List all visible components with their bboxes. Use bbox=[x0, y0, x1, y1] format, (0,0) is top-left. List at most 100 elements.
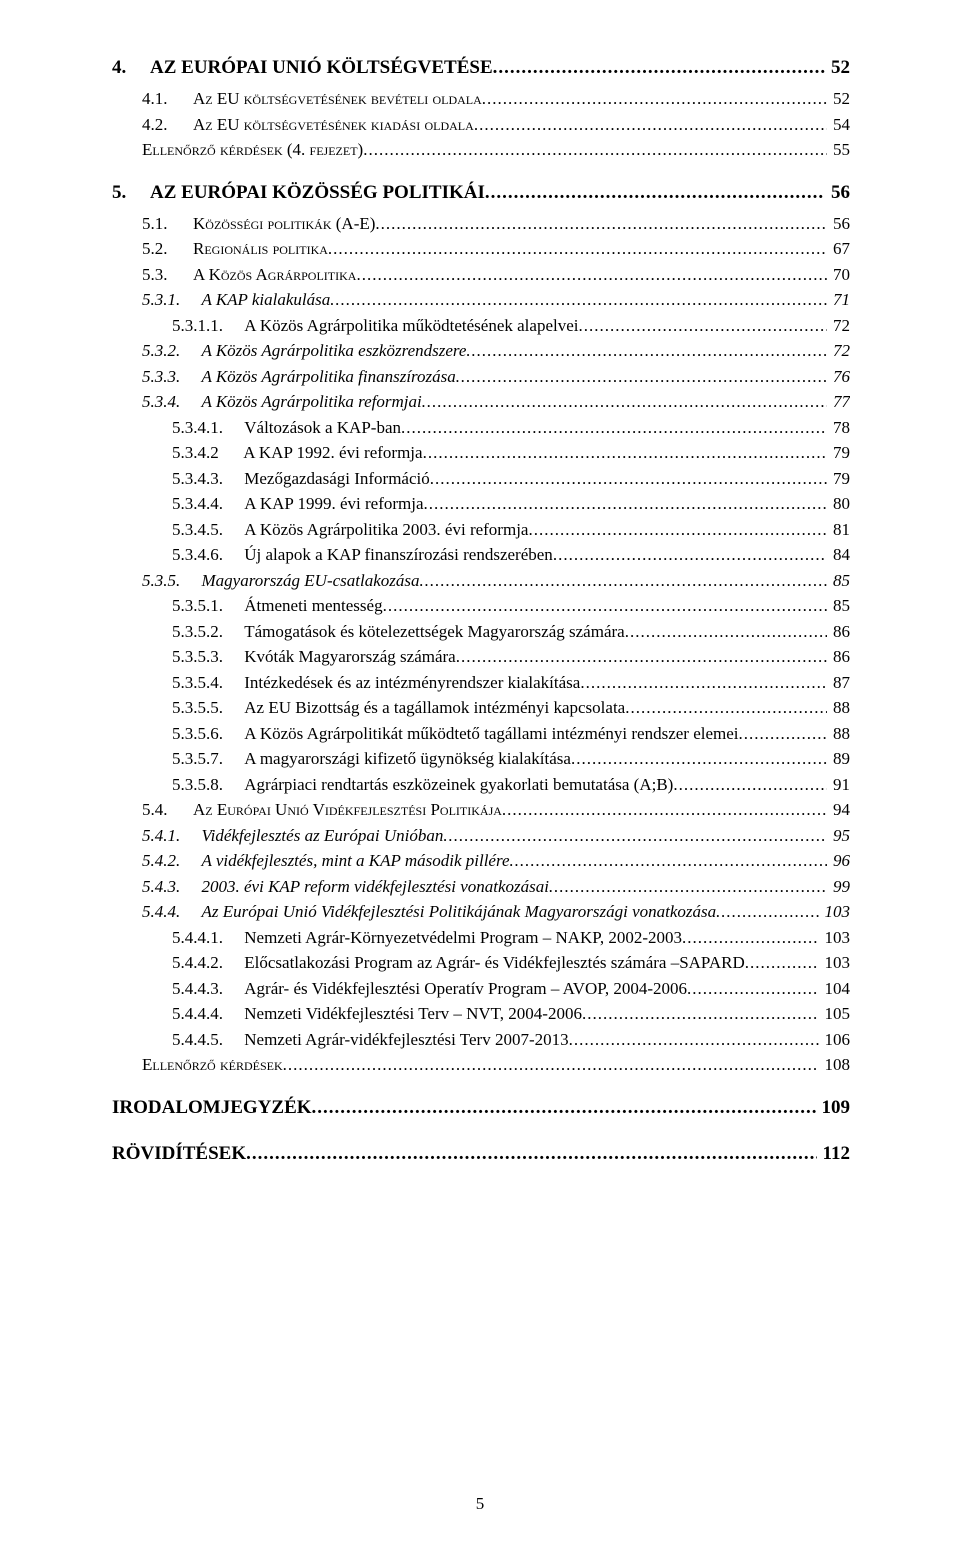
toc-entry: 5. AZ EURÓPAI KÖZÖSSÉG POLITIKÁI........… bbox=[112, 177, 850, 209]
toc-leaders: ........................................… bbox=[549, 874, 827, 900]
toc-leaders: ........................................… bbox=[456, 644, 827, 670]
toc-entry-page: 88 bbox=[827, 721, 850, 747]
toc-entry: 5.3.5.3. Kvóták Magyarország számára....… bbox=[112, 644, 850, 670]
toc-leaders: ........................................… bbox=[423, 440, 827, 466]
toc-entry: 5.4. Az Európai Unió Vidékfejlesztési Po… bbox=[112, 797, 850, 823]
toc-entry-page: 67 bbox=[827, 236, 850, 262]
toc-entry-label: 5.3.5.2. Támogatások és kötelezettségek … bbox=[172, 619, 625, 645]
toc-entry-page: 77 bbox=[827, 389, 850, 415]
toc-leaders: ........................................… bbox=[716, 899, 818, 925]
toc-leaders: ........................................… bbox=[420, 568, 828, 594]
toc-entry-label: Ellenőrző kérdések (4. fejezet) bbox=[142, 137, 363, 163]
toc-entry-page: 81 bbox=[827, 517, 850, 543]
toc-leaders: ........................................… bbox=[456, 364, 827, 390]
toc-entry-label: 5.3.5.3. Kvóták Magyarország számára bbox=[172, 644, 456, 670]
toc-entry: 5.3.4. A Közös Agrárpolitika reformjai..… bbox=[112, 389, 850, 415]
toc-leaders: ........................................… bbox=[363, 137, 827, 163]
toc-entry: 5.3.4.4. A KAP 1999. évi reformja.......… bbox=[112, 491, 850, 517]
toc-entry-label: 5.4.3. 2003. évi KAP reform vidékfejlesz… bbox=[142, 874, 549, 900]
toc-leaders: ........................................… bbox=[569, 1027, 819, 1053]
toc-entry-page: 72 bbox=[827, 313, 850, 339]
toc-leaders: ........................................… bbox=[474, 112, 827, 138]
toc-entry-label: 5.4. Az Európai Unió Vidékfejlesztési Po… bbox=[142, 797, 502, 823]
toc-entry-label: 5.4.4.2. Előcsatlakozási Program az Agrá… bbox=[172, 950, 745, 976]
toc-entry-page: 108 bbox=[819, 1052, 851, 1078]
toc-leaders: ........................................… bbox=[510, 848, 828, 874]
toc-entry: IRODALOMJEGYZÉK.........................… bbox=[112, 1092, 850, 1124]
toc-leaders: ........................................… bbox=[328, 236, 827, 262]
toc-leaders: ........................................… bbox=[466, 338, 827, 364]
toc-entry-label: 5.1. Közösségi politikák (A-E) bbox=[142, 211, 375, 237]
toc-entry-page: 80 bbox=[827, 491, 850, 517]
toc-leaders: ........................................… bbox=[443, 823, 827, 849]
toc-entry-label: 5.3.4.2 A KAP 1992. évi reformja bbox=[172, 440, 423, 466]
toc-entry-label: 5.3.2. A Közös Agrárpolitika eszközrends… bbox=[142, 338, 466, 364]
toc-entry: 5.4.4.1. Nemzeti Agrár-Környezetvédelmi … bbox=[112, 925, 850, 951]
toc-entry: 5.4.4.2. Előcsatlakozási Program az Agrá… bbox=[112, 950, 850, 976]
toc-leaders: ........................................… bbox=[375, 211, 827, 237]
toc-entry: 5.3.5.7. A magyarországi kifizető ügynök… bbox=[112, 746, 850, 772]
toc-entry-label: 5.3.1.1. A Közös Agrárpolitika működteté… bbox=[172, 313, 579, 339]
toc-entry: 5.3.5.8. Agrárpiaci rendtartás eszközein… bbox=[112, 772, 850, 798]
toc-entry-page: 72 bbox=[827, 338, 850, 364]
toc-entry-page: 79 bbox=[827, 466, 850, 492]
toc-leaders: ........................................… bbox=[579, 313, 828, 339]
toc-leaders: ........................................… bbox=[745, 950, 819, 976]
toc-entry: 5.3.4.2 A KAP 1992. évi reformja........… bbox=[112, 440, 850, 466]
toc-entry: 5.3.5. Magyarország EU-csatlakozása.....… bbox=[112, 568, 850, 594]
toc-entry-label: 5.4.1. Vidékfejlesztés az Európai Unióba… bbox=[142, 823, 443, 849]
toc-entry: 4.2. Az EU költségvetésének kiadási olda… bbox=[112, 112, 850, 138]
toc-entry-label: 4. AZ EURÓPAI UNIÓ KÖLTSÉGVETÉSE bbox=[112, 52, 493, 84]
toc-entry-label: 5.3.3. A Közös Agrárpolitika finanszíroz… bbox=[142, 364, 456, 390]
toc-leaders: ........................................… bbox=[330, 287, 827, 313]
toc-entry: 5.3.1. A KAP kialakulása................… bbox=[112, 287, 850, 313]
toc-entry-page: 104 bbox=[819, 976, 851, 1002]
toc-entry-label: 5.4.4.3. Agrár- és Vidékfejlesztési Oper… bbox=[172, 976, 687, 1002]
toc-entry: 5.3.4.5. A Közös Agrárpolitika 2003. évi… bbox=[112, 517, 850, 543]
toc-entry-page: 96 bbox=[827, 848, 850, 874]
toc-entry-page: 105 bbox=[819, 1001, 851, 1027]
toc-entry-page: 84 bbox=[827, 542, 850, 568]
toc-entry-label: 5.3.5.1. Átmeneti mentesség bbox=[172, 593, 383, 619]
toc-entry: 5.4.4. Az Európai Unió Vidékfejlesztési … bbox=[112, 899, 850, 925]
toc-entry-page: 106 bbox=[819, 1027, 851, 1053]
toc-leaders: ........................................… bbox=[582, 1001, 819, 1027]
toc-entry-page: 112 bbox=[817, 1138, 850, 1170]
toc-leaders: ........................................… bbox=[625, 619, 827, 645]
toc-entry: 5.3.4.3. Mezőgazdasági Információ.......… bbox=[112, 466, 850, 492]
toc-entry-label: 5.3.5. Magyarország EU-csatlakozása bbox=[142, 568, 420, 594]
toc-entry-label: 5.3.5.8. Agrárpiaci rendtartás eszközein… bbox=[172, 772, 673, 798]
toc-entry-page: 85 bbox=[827, 593, 850, 619]
toc-leaders: ........................................… bbox=[356, 262, 827, 288]
toc-leaders: ........................................… bbox=[482, 86, 827, 112]
toc-entry-page: 52 bbox=[827, 86, 850, 112]
toc-entry-label: 5.3.5.5. Az EU Bizottság és a tagállamok… bbox=[172, 695, 625, 721]
toc-entry: 5.3.5.1. Átmeneti mentesség.............… bbox=[112, 593, 850, 619]
toc-entry: 5.3.4.6. Új alapok a KAP finanszírozási … bbox=[112, 542, 850, 568]
toc-entry-page: 91 bbox=[827, 772, 850, 798]
toc-leaders: ........................................… bbox=[528, 517, 827, 543]
page-number: 5 bbox=[0, 1494, 960, 1514]
toc-leaders: ........................................… bbox=[424, 491, 827, 517]
toc-leaders: ........................................… bbox=[401, 415, 827, 441]
toc-entry-page: 56 bbox=[825, 177, 850, 209]
toc-entry-label: 5.3.4.4. A KAP 1999. évi reformja bbox=[172, 491, 424, 517]
toc-leaders: ........................................… bbox=[553, 542, 827, 568]
toc-entry-label: 4.1. Az EU költségvetésének bevételi old… bbox=[142, 86, 482, 112]
toc-entry-label: 5.3.4. A Közös Agrárpolitika reformjai bbox=[142, 389, 422, 415]
toc-entry-page: 103 bbox=[819, 925, 851, 951]
toc-entry: 5.3.5.2. Támogatások és kötelezettségek … bbox=[112, 619, 850, 645]
toc-entry: 4.1. Az EU költségvetésének bevételi old… bbox=[112, 86, 850, 112]
toc-entry-page: 70 bbox=[827, 262, 850, 288]
toc-container: 4. AZ EURÓPAI UNIÓ KÖLTSÉGVETÉSE........… bbox=[0, 0, 960, 1554]
toc-entry: 5.2. Regionális politika................… bbox=[112, 236, 850, 262]
toc-entry: RÖVIDÍTÉSEK.............................… bbox=[112, 1138, 850, 1170]
toc-entry-page: 55 bbox=[827, 137, 850, 163]
toc-entry-label: 5.2. Regionális politika bbox=[142, 236, 328, 262]
toc-entry-page: 79 bbox=[827, 440, 850, 466]
toc-leaders: ........................................… bbox=[383, 593, 827, 619]
toc-entry: 5.3.5.5. Az EU Bizottság és a tagállamok… bbox=[112, 695, 850, 721]
toc-entry-label: 5.3.4.1. Változások a KAP-ban bbox=[172, 415, 401, 441]
toc-leaders: ........................................… bbox=[485, 177, 825, 209]
toc-entry-label: 5. AZ EURÓPAI KÖZÖSSÉG POLITIKÁI bbox=[112, 177, 485, 209]
